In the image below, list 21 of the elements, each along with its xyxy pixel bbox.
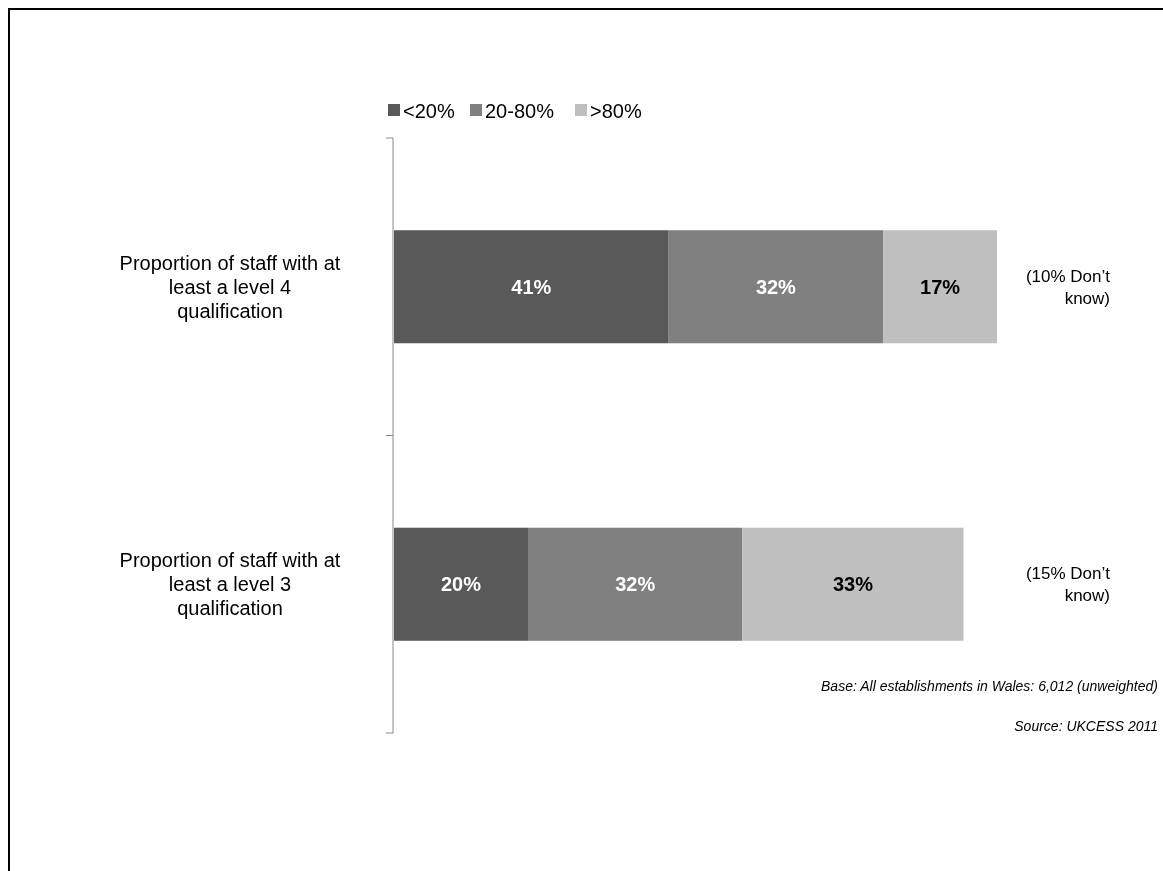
data-label: 32% bbox=[755, 275, 797, 298]
annotation: Base: All establishments in Wales: 6,012 (unweighted) bbox=[821, 678, 1158, 694]
data-label: 17% bbox=[920, 275, 961, 298]
bar bbox=[883, 230, 997, 344]
bar bbox=[394, 230, 669, 344]
data-label: 33% bbox=[832, 573, 874, 596]
legend-label: <20% bbox=[403, 100, 455, 122]
bar bbox=[668, 230, 884, 344]
text: (15% Don’t know) bbox=[1025, 564, 1111, 606]
data-label: 32% bbox=[615, 573, 656, 596]
legend-label: >80% bbox=[590, 100, 642, 122]
bar bbox=[742, 527, 964, 641]
data-label: 41% bbox=[511, 275, 552, 298]
bar bbox=[394, 527, 528, 641]
legend-label: 20-80% bbox=[485, 100, 555, 122]
source-note: Source: UKCESS 2011 bbox=[1014, 718, 1158, 734]
y-tick-label: Proportion of staff with at least a level 3 qualification bbox=[119, 549, 341, 620]
bar bbox=[528, 527, 743, 641]
text: (10% Don’t know) bbox=[1025, 266, 1111, 308]
data-label: 20% bbox=[440, 573, 482, 596]
y-tick-label: Proportion of staff with at least a level 4 qualification bbox=[119, 251, 341, 322]
